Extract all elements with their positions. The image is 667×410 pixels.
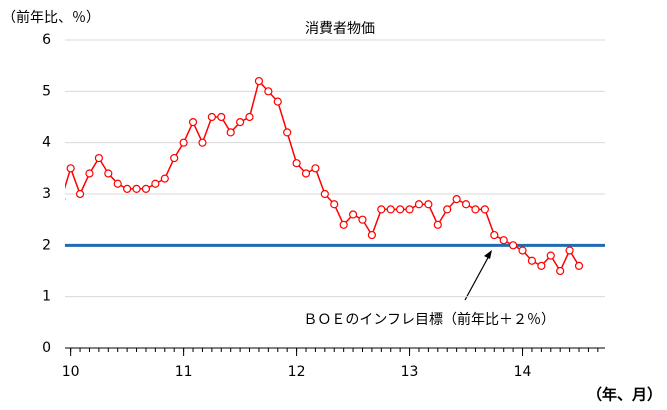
- data-point: [198, 138, 207, 147]
- data-point: [480, 205, 489, 214]
- y-tick-label: 2: [42, 237, 51, 253]
- data-point: [311, 164, 320, 173]
- data-point: [358, 215, 367, 224]
- data-point: [414, 200, 424, 209]
- x-tick-label: 11: [175, 364, 193, 380]
- data-point: [151, 179, 160, 188]
- data-point: [75, 189, 85, 199]
- data-point: [207, 112, 216, 122]
- data-point: [367, 230, 377, 240]
- x-tick-label: 12: [288, 364, 306, 380]
- data-point: [113, 179, 122, 188]
- data-point: [85, 169, 94, 178]
- y-axis-label: （前年比、％）: [2, 9, 100, 26]
- data-point: [273, 97, 282, 106]
- data-point: [377, 205, 386, 214]
- data-point: [245, 112, 254, 122]
- data-point: [537, 261, 546, 270]
- data-point: [301, 169, 311, 178]
- data-point: [160, 174, 169, 183]
- data-point: [66, 164, 75, 173]
- data-point: [556, 266, 565, 276]
- data-point: [471, 205, 480, 214]
- data-point: [405, 205, 414, 214]
- data-point: [188, 118, 198, 127]
- data-point: [546, 251, 555, 260]
- y-tick-label: 4: [42, 135, 51, 151]
- y-tick-label: 1: [42, 289, 51, 305]
- data-point: [386, 205, 395, 214]
- data-point: [292, 159, 301, 168]
- data-point: [490, 230, 499, 240]
- data-point: [236, 118, 245, 127]
- x-tick-label: 13: [401, 364, 419, 380]
- data-point: [518, 246, 527, 255]
- data-point: [565, 246, 574, 255]
- data-point: [264, 87, 273, 96]
- data-point: [396, 205, 405, 214]
- data-point: [339, 220, 348, 229]
- data-point: [527, 256, 537, 265]
- y-tick-label: 6: [42, 32, 51, 48]
- data-point: [574, 261, 584, 270]
- plot-area: [65, 76, 584, 276]
- y-tick-label: 5: [42, 83, 51, 99]
- data-point: [94, 153, 103, 163]
- annotation: ＢＯＥのインフレ目標（前年比＋２％）: [303, 311, 555, 328]
- data-point: [170, 153, 179, 163]
- x-tick-label: 14: [514, 364, 532, 380]
- data-point: [217, 112, 226, 122]
- chart-title: 消費者物価: [305, 21, 375, 37]
- data-point: [123, 184, 132, 193]
- arrow-head: [484, 250, 492, 259]
- data-point: [104, 169, 113, 178]
- data-point: [509, 241, 518, 250]
- data-point: [499, 236, 508, 245]
- data-point: [65, 197, 66, 201]
- data-point: [424, 200, 433, 209]
- x-axis-label: （年、月）: [587, 386, 662, 404]
- data-point: [254, 76, 264, 86]
- data-point: [348, 210, 358, 219]
- annotation-arrow: [464, 253, 491, 301]
- x-tick-label: 10: [62, 364, 80, 380]
- data-point: [141, 184, 151, 193]
- y-tick-label: 0: [42, 340, 51, 356]
- data-point: [452, 195, 461, 204]
- data-point: [330, 200, 339, 209]
- data-point: [226, 128, 235, 137]
- data-point: [461, 200, 471, 209]
- data-point: [443, 205, 452, 214]
- data-point: [283, 128, 292, 137]
- y-tick-label: 3: [42, 186, 51, 202]
- data-point: [132, 184, 141, 193]
- data-point: [179, 138, 188, 147]
- data-point: [433, 220, 442, 229]
- data-point: [320, 189, 329, 199]
